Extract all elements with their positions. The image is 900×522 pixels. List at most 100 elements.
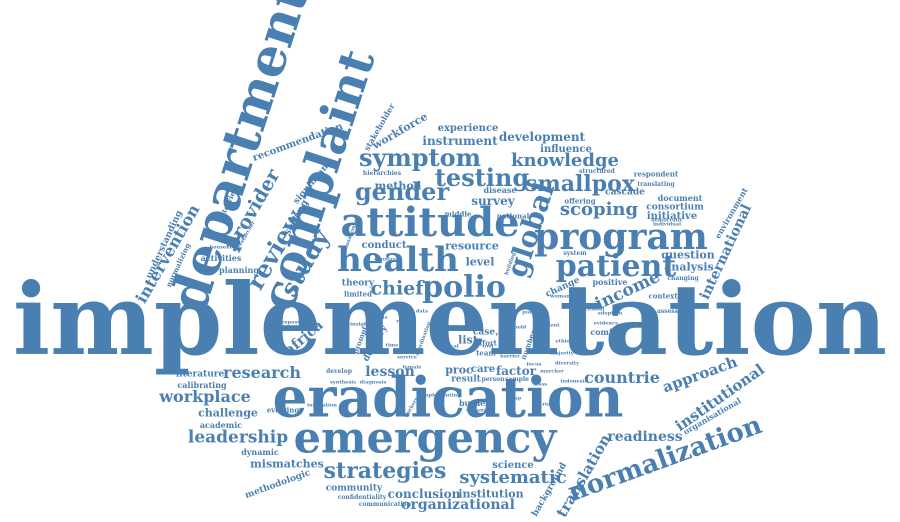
word-assessing: assessing (656, 308, 690, 315)
word-barrier: barrier (500, 353, 520, 360)
word-countrie: countrie (584, 368, 660, 387)
word-mismatches: mismatches (250, 457, 324, 471)
word-service: service (397, 354, 417, 361)
word-organizational: organizational (401, 497, 515, 513)
word-innovation: innovation (307, 402, 337, 409)
word-limited: limited (344, 289, 372, 299)
word-case: case (472, 327, 496, 338)
word-trial: trial (540, 401, 552, 408)
word-cascade: cascade (605, 187, 645, 198)
word-data: data (415, 308, 429, 315)
word-literature: literature (175, 369, 225, 380)
word-evidence: evidence (593, 320, 619, 327)
word-factor: factor (495, 364, 537, 378)
word-context: context (648, 291, 678, 301)
word-insight: insight (350, 321, 370, 328)
word-diagnosis: diagnosis (359, 379, 387, 386)
word-household: household (209, 244, 239, 251)
word-proc: proc (445, 363, 473, 377)
word-question: question (661, 248, 715, 262)
word-survey: survey (471, 194, 515, 208)
word-activities: activities (200, 253, 242, 263)
word-person: person (481, 376, 505, 383)
word-hold: hold (513, 324, 527, 331)
word-patient: patient (555, 249, 677, 284)
word-changing: changing (667, 275, 699, 282)
word-readiness: readiness (607, 429, 683, 445)
word-leadership: leadership (187, 427, 289, 448)
word-gap: gap (510, 395, 522, 402)
word-smallpox: smallpox (525, 171, 635, 197)
word-symptom: symptom (358, 143, 482, 172)
word-institution: institution (458, 487, 524, 501)
word-program: program (534, 216, 708, 258)
word-dynamic: dynamic (241, 447, 279, 457)
word-confidentiality: confidentiality (337, 494, 387, 501)
word-conduct: conduct (361, 240, 407, 251)
word-exposure: exposure (281, 319, 307, 326)
word-lesson: lesson (365, 364, 415, 380)
word-polio: polio (422, 270, 506, 305)
word-respondent: respondent (633, 169, 679, 179)
word-ready: ready (396, 318, 412, 325)
word-level: level (465, 255, 495, 269)
word-chief: chief (370, 277, 424, 300)
word-academic: academic (199, 420, 243, 430)
word-knowledge: knowledge (511, 150, 619, 171)
word-public: public (522, 309, 540, 316)
word-science: science (492, 460, 534, 471)
word-planning: planning (219, 265, 259, 275)
word-burden: burden (458, 398, 492, 408)
word-communication: communication (358, 501, 412, 508)
word-scoping: scoping (559, 199, 639, 220)
word-marcher: marcher (540, 368, 564, 375)
word-adoption: adoption (597, 310, 623, 317)
word-role: role (495, 331, 507, 338)
word-attitude: attitude (340, 199, 520, 246)
word-calibrating: calibrating (177, 380, 227, 390)
word-female: female (402, 364, 422, 371)
word-health: health (337, 240, 459, 280)
word-care: care (470, 364, 496, 375)
word-diversity: diversity (554, 360, 580, 367)
word-local: local (445, 343, 459, 350)
word-hierarchies: hierarchies (362, 170, 402, 177)
word-structured: structured (579, 168, 615, 175)
word-positive: positive (592, 277, 628, 287)
word-analysis: analysis (664, 260, 714, 274)
word-experience: experience (437, 123, 499, 134)
word-eradication: eradication (272, 364, 624, 430)
word-system: system (563, 250, 587, 257)
word-development: development (498, 130, 586, 144)
word-consortium: consortium (646, 202, 704, 213)
word-instrument: instrument (422, 134, 498, 148)
word-list: list (458, 333, 478, 347)
word-implementing: implementing (421, 392, 461, 399)
word-offering: offering (564, 196, 596, 206)
word-method: method (374, 179, 422, 193)
word-country: country (374, 256, 396, 263)
word-document: document (657, 193, 703, 203)
word-ethiopia: ethiopia (555, 338, 579, 345)
word-mass: mass (532, 381, 548, 388)
word-community: community (325, 483, 383, 494)
word-initiative: initiative (646, 211, 698, 222)
word-comfort: comfort (590, 327, 626, 337)
word-time: time (385, 342, 399, 349)
word-testing: testing (434, 163, 530, 192)
word-strategies: strategies (323, 458, 447, 484)
word-systematic: systematic (459, 467, 567, 488)
word-effort: effort (475, 338, 497, 348)
word-national: national (496, 211, 530, 221)
word-focus: focus (526, 361, 542, 368)
word-gender: gender (354, 177, 450, 206)
word-challenge: challenge (198, 406, 258, 420)
word-synthesis: synthesis (329, 379, 357, 386)
word-variance: variance (466, 407, 490, 414)
word-methodologic: methodologic (243, 468, 312, 502)
word-individual: individual (652, 221, 682, 228)
word-process: process (436, 323, 458, 330)
word-disease: disease (483, 185, 517, 195)
word-cost: cost (499, 316, 511, 323)
